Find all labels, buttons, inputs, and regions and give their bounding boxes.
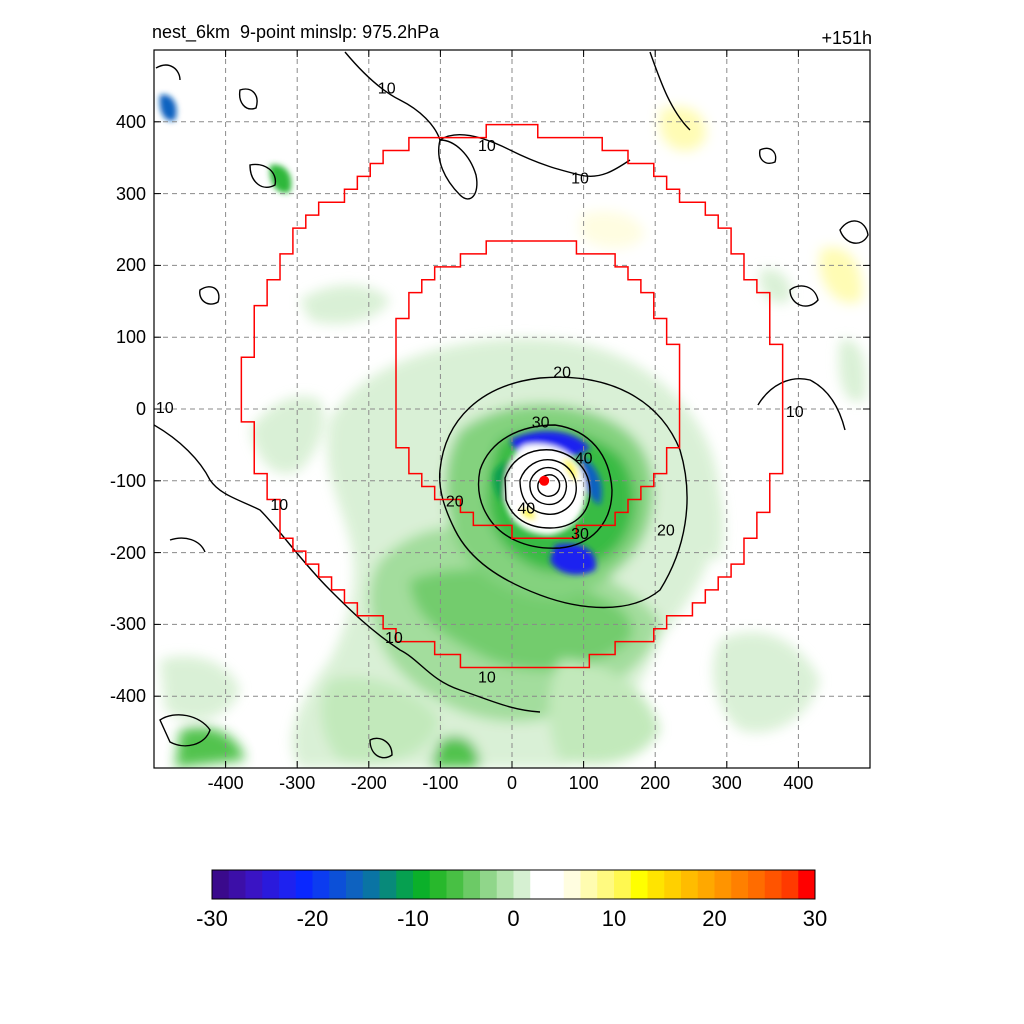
y-tick-label: 100 bbox=[115, 327, 146, 348]
colorbar-frame bbox=[211, 869, 816, 900]
colorbar-swatch bbox=[597, 870, 615, 899]
y-tick-label: 0 bbox=[135, 399, 146, 419]
colorbar-swatch bbox=[513, 870, 531, 899]
contour-label: 10 bbox=[385, 630, 403, 647]
y-tick-label: 300 bbox=[115, 183, 146, 204]
colorbar-swatch bbox=[480, 870, 498, 899]
colorbar-tick-label: 30 bbox=[802, 906, 828, 931]
colorbar-swatch bbox=[614, 870, 632, 899]
colorbar-swatch bbox=[630, 870, 648, 899]
colorbar-swatch bbox=[547, 870, 565, 899]
grid-lines bbox=[154, 50, 870, 768]
colorbar-swatch bbox=[731, 870, 749, 899]
x-tick-label: 400 bbox=[783, 773, 814, 793]
colorbar-swatch bbox=[295, 870, 313, 899]
contour-label: 40 bbox=[517, 501, 535, 518]
forecast-hour: +151h bbox=[821, 28, 872, 48]
colorbar-tick-label: -10 bbox=[397, 906, 429, 931]
x-tick-label: -400 bbox=[207, 773, 244, 793]
colorbar-swatch bbox=[764, 870, 782, 899]
colorbar-swatch bbox=[429, 870, 447, 899]
colorbar-swatch bbox=[647, 870, 665, 899]
axis-tick-marks bbox=[154, 50, 870, 768]
x-tick-label: -100 bbox=[422, 773, 459, 793]
contour-lines bbox=[154, 51, 869, 759]
contour-label: 20 bbox=[446, 494, 464, 511]
inner-red-boundary bbox=[395, 240, 681, 539]
colorbar-swatch bbox=[396, 870, 414, 899]
contour-label: 10 bbox=[571, 170, 589, 187]
colorbar-swatch bbox=[245, 870, 263, 899]
contour-label: 10 bbox=[378, 81, 396, 98]
chart-title: nest_6km 9-point minslp: 975.2hPa bbox=[152, 22, 440, 42]
colorbar bbox=[212, 870, 816, 899]
colorbar-swatch bbox=[262, 870, 280, 899]
x-tick-label: 100 bbox=[568, 773, 599, 793]
colorbar-tick-label: 10 bbox=[601, 906, 627, 931]
x-tick-label: -200 bbox=[350, 773, 387, 793]
colorbar-swatch bbox=[379, 870, 397, 899]
colorbar-swatch bbox=[212, 870, 230, 899]
contour-labels: 10 10 10 10 10 10 10 10 20 20 20 30 30 40 40 bbox=[156, 81, 804, 687]
colorbar-tick-label: 20 bbox=[702, 906, 727, 931]
contour-label: 10 bbox=[786, 404, 804, 421]
colorbar-swatch bbox=[362, 870, 380, 899]
contour-label: 10 bbox=[270, 497, 288, 514]
red-boundaries bbox=[240, 123, 784, 669]
x-tick-label: 200 bbox=[640, 773, 671, 793]
contour-label: 20 bbox=[553, 364, 571, 381]
colorbar-swatch bbox=[329, 870, 347, 899]
y-tick-label: -100 bbox=[109, 470, 146, 491]
y-tick-label: 200 bbox=[115, 255, 146, 276]
y-tick-label: -300 bbox=[109, 614, 146, 635]
contour-label: 30 bbox=[571, 526, 589, 543]
outer-red-boundary bbox=[240, 123, 784, 669]
colorbar-swatch bbox=[563, 870, 581, 899]
colorbar-swatch bbox=[664, 870, 682, 899]
contour-label: 10 bbox=[156, 400, 174, 417]
contour-label: 10 bbox=[478, 669, 496, 686]
x-tick-label: 0 bbox=[506, 773, 517, 793]
contour-label: 40 bbox=[575, 450, 593, 467]
colorbar-tick-label: 0 bbox=[507, 906, 520, 931]
colorbar-swatch bbox=[530, 870, 548, 899]
y-tick-label: -400 bbox=[109, 686, 146, 707]
contour-label: 10 bbox=[478, 138, 496, 155]
colorbar-swatch bbox=[413, 870, 431, 899]
colorbar-swatch bbox=[580, 870, 598, 899]
storm-center-marker bbox=[539, 475, 550, 486]
colorbar-swatch bbox=[463, 870, 481, 899]
colorbar-swatch bbox=[228, 870, 246, 899]
colorbar-swatch bbox=[279, 870, 297, 899]
colorbar-swatch bbox=[312, 870, 330, 899]
colorbar-swatch bbox=[496, 870, 514, 899]
colorbar-swatch bbox=[748, 870, 766, 899]
colorbar-swatch bbox=[681, 870, 699, 899]
x-tick-label: -300 bbox=[279, 773, 316, 793]
y-tick-label: 400 bbox=[115, 111, 146, 132]
contour-label: 30 bbox=[532, 415, 550, 432]
y-tick-label: -200 bbox=[109, 542, 146, 563]
colorbar-swatch bbox=[798, 870, 816, 899]
colorbar-swatch bbox=[697, 870, 715, 899]
colorbar-tick-label: -20 bbox=[296, 906, 329, 931]
colorbar-swatch bbox=[446, 870, 464, 899]
colorbar-tick-label: -30 bbox=[196, 906, 228, 931]
x-tick-label: 300 bbox=[711, 773, 742, 793]
colorbar-swatch bbox=[781, 870, 799, 899]
colorbar-swatch bbox=[346, 870, 364, 899]
colorbar-swatch bbox=[714, 870, 732, 899]
contour-label: 20 bbox=[657, 522, 675, 539]
